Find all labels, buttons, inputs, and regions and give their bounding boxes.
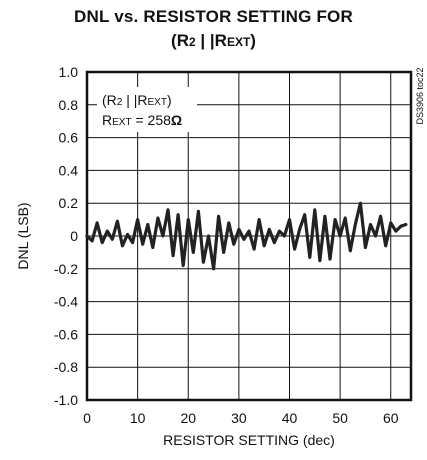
y-tick-label: 0.8 xyxy=(59,97,79,113)
x-tick-label: 40 xyxy=(282,410,298,426)
annotation-background xyxy=(97,87,197,132)
y-tick-label: -0.6 xyxy=(54,326,78,342)
x-tick-label: 0 xyxy=(83,410,91,426)
y-tick-label: 0 xyxy=(70,228,78,244)
x-axis-label: RESISTOR SETTING (dec) xyxy=(163,432,335,448)
chart-title-line1: DNL vs. RESISTOR SETTING FOR xyxy=(74,7,353,26)
y-axis-label: DNL (LSB) xyxy=(15,202,31,269)
x-tick-label: 10 xyxy=(130,410,146,426)
y-tick-label: -1.0 xyxy=(54,392,78,408)
side-label: DS3906 toc22 xyxy=(415,67,425,124)
y-tick-label: -0.4 xyxy=(54,294,78,310)
y-tick-label: 1.0 xyxy=(59,64,79,80)
x-tick-label: 30 xyxy=(231,410,247,426)
x-tick-label: 50 xyxy=(332,410,348,426)
y-axis-ticks: 1.0 0.8 0.6 0.4 0.2 0 -0.2 -0.4 -0.6 -0.8 -1.0 xyxy=(54,64,78,408)
x-tick-label: 60 xyxy=(383,410,399,426)
y-tick-label: 0.2 xyxy=(59,195,79,211)
y-tick-label: -0.8 xyxy=(54,359,78,375)
chart-title-line2: (R2 | |REXT) xyxy=(171,31,256,50)
x-axis-ticks: 0 10 20 30 40 50 60 xyxy=(83,410,399,426)
dnl-series-line xyxy=(85,201,408,271)
x-tick-label: 20 xyxy=(180,410,196,426)
y-tick-label: 0.6 xyxy=(59,130,79,146)
y-tick-label: -0.2 xyxy=(54,261,78,277)
y-tick-label: 0.4 xyxy=(59,162,79,178)
